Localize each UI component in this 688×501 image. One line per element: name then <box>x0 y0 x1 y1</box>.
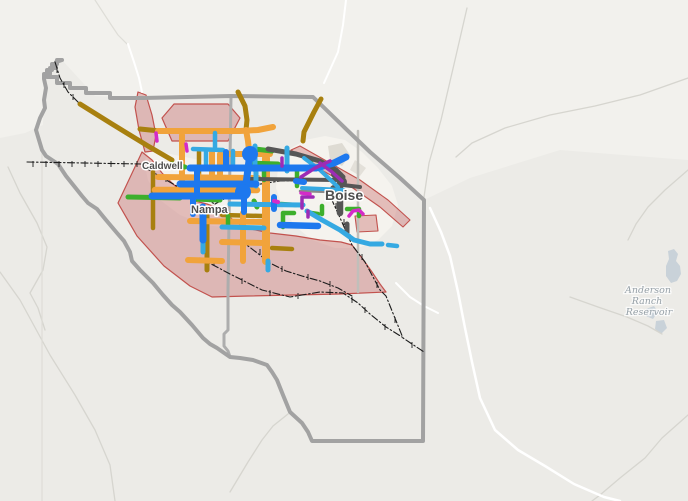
routes-magenta <box>154 131 365 218</box>
reservoir-label-line1: Anderson <box>624 285 671 296</box>
water-bodies <box>646 249 681 334</box>
city-label-nampa: Nampa <box>191 204 229 216</box>
reservoir-label-line2: Ranch <box>631 296 663 307</box>
terrain-north <box>0 0 688 200</box>
city-label-boise: Boise <box>325 187 363 203</box>
routes-purple <box>280 156 344 219</box>
rail-ticks <box>32 67 413 348</box>
map-labels: Caldwell Nampa Boise Anderson Ranch Rese… <box>141 160 675 320</box>
city-label-caldwell: Caldwell <box>142 161 183 172</box>
route-nodes <box>235 146 258 200</box>
reservoir-label-line3: Reservoir <box>625 307 674 318</box>
county-boundary <box>34 58 426 443</box>
white-roads <box>127 0 622 501</box>
